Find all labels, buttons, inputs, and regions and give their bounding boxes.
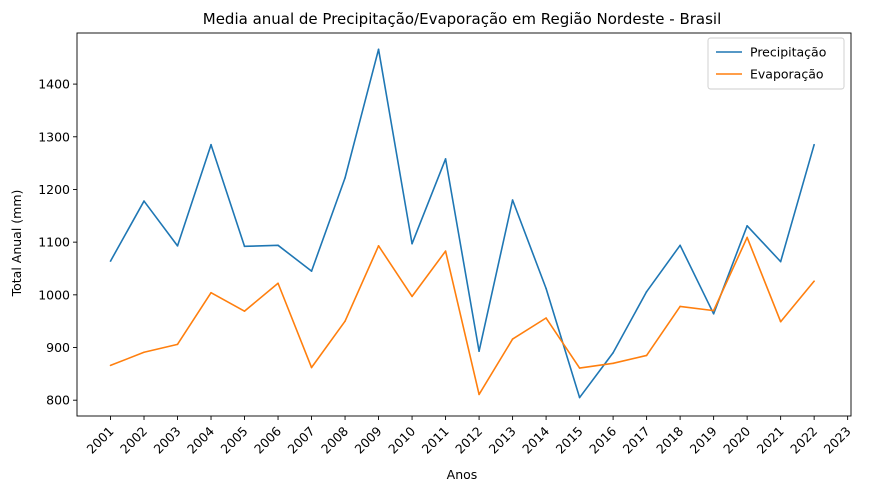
y-axis-label: Total Anual (mm) <box>9 190 24 298</box>
data-point <box>578 396 581 399</box>
y-tick-label: 900 <box>46 340 70 355</box>
data-point <box>578 367 581 369</box>
data-point <box>444 158 447 160</box>
plot-frame <box>76 32 852 417</box>
data-point <box>511 338 514 340</box>
y-tick-label: 1000 <box>38 287 70 302</box>
data-point <box>478 350 480 353</box>
data-point <box>779 320 782 323</box>
x-tick-label: 2006 <box>251 423 284 456</box>
data-point <box>243 310 246 312</box>
data-point <box>511 199 514 201</box>
y-tick-label: 1300 <box>38 129 70 144</box>
data-point <box>746 236 748 239</box>
legend-label: Evaporação <box>750 67 824 82</box>
x-tick-label: 2003 <box>151 424 184 457</box>
x-tick-label: 2001 <box>84 424 117 457</box>
data-point <box>143 200 145 202</box>
series-layer <box>109 48 815 399</box>
data-point <box>210 143 212 146</box>
x-tick-label: 2012 <box>452 424 485 457</box>
data-point <box>344 177 346 179</box>
data-point <box>679 305 681 308</box>
data-point <box>444 250 447 252</box>
data-point <box>109 260 112 262</box>
legend-box <box>707 37 845 90</box>
data-point <box>612 351 614 354</box>
x-tick-label: 2019 <box>687 423 720 456</box>
data-point <box>143 351 145 354</box>
x-axis: 2001 2002 2003 2004 2005 2006 2007 2008 2009 2010… <box>84 416 854 457</box>
x-tick-label: 2004 <box>184 423 217 456</box>
data-point <box>243 245 246 248</box>
data-point <box>277 244 279 247</box>
data-point <box>411 242 413 245</box>
data-point <box>813 143 815 146</box>
data-point <box>377 245 380 247</box>
legend-label: Precipitação <box>750 45 826 60</box>
x-tick-label: 2017 <box>620 424 653 457</box>
series-line-2 <box>110 236 815 396</box>
data-point <box>779 260 782 263</box>
x-tick-label: 2007 <box>285 424 318 457</box>
x-tick-label: 2020 <box>720 423 753 456</box>
y-tick-label: 800 <box>46 393 70 408</box>
chart-title: Media anual de Precipitação/Evaporação e… <box>203 10 722 28</box>
data-point <box>109 364 112 367</box>
plot-area <box>76 32 852 417</box>
y-tick-label: 1200 <box>38 182 70 197</box>
data-point <box>176 245 179 247</box>
data-point <box>746 225 748 227</box>
x-tick-label: 2005 <box>218 424 251 457</box>
data-point <box>310 270 313 272</box>
x-tick-label: 2021 <box>754 424 787 457</box>
x-tick-label: 2008 <box>318 423 351 456</box>
series-line-1 <box>109 48 815 399</box>
data-point <box>176 343 179 346</box>
data-point <box>478 393 480 396</box>
data-point <box>545 317 547 319</box>
x-tick-label: 2002 <box>117 424 150 457</box>
data-point <box>645 354 648 357</box>
x-tick-label: 2016 <box>586 423 619 456</box>
x-tick-label: 2015 <box>553 424 586 457</box>
data-point <box>344 320 346 322</box>
data-point <box>712 312 715 315</box>
x-tick-label: 2022 <box>787 424 820 457</box>
x-tick-label: 2023 <box>821 424 854 457</box>
data-point <box>645 290 648 293</box>
data-point <box>612 362 614 365</box>
x-tick-label: 2010 <box>385 423 418 456</box>
x-axis-label: Anos <box>447 467 478 482</box>
data-point <box>310 366 313 369</box>
legend: Precipitação Evaporação <box>707 37 845 90</box>
data-point <box>210 291 212 294</box>
data-point <box>277 282 279 285</box>
data-point <box>679 244 681 247</box>
data-point <box>411 295 413 298</box>
y-axis: 800 900 1000 1100 1200 1300 1400 <box>38 77 77 408</box>
x-tick-label: 2009 <box>352 423 385 456</box>
data-point <box>712 309 715 312</box>
x-tick-label: 2014 <box>519 423 552 456</box>
y-tick-label: 1400 <box>38 77 70 92</box>
x-tick-label: 2013 <box>486 424 519 457</box>
x-tick-label: 2011 <box>419 424 452 457</box>
data-point <box>377 48 380 51</box>
y-tick-label: 1100 <box>38 235 70 250</box>
x-tick-label: 2018 <box>653 423 686 456</box>
data-point <box>813 280 815 282</box>
data-point <box>545 287 547 290</box>
